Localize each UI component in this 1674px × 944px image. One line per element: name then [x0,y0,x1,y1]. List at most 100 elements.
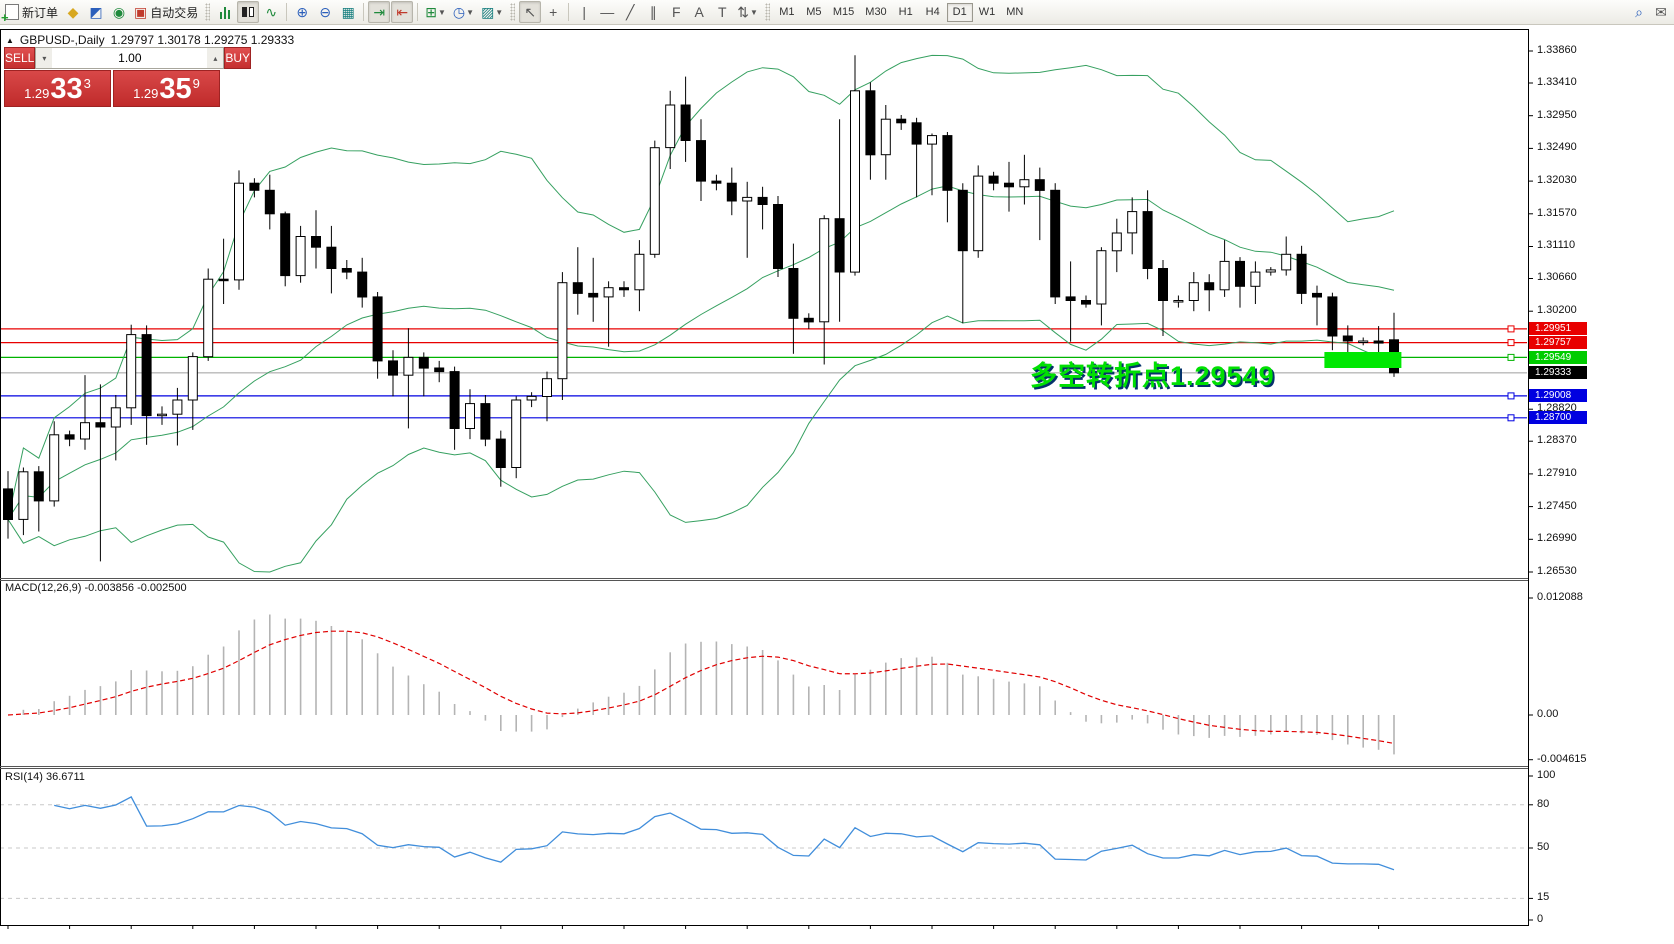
candle-body [449,371,460,430]
crosshair-button[interactable]: + [549,4,558,20]
chart-window[interactable]: ▲ GBPUSD-,Daily 1.29797 1.30178 1.29275 … [0,26,1674,944]
candle-body [187,356,198,401]
price-chart-canvas[interactable] [0,26,1674,944]
tab-timeframe-m15[interactable]: M15 [832,6,855,18]
highlight-rectangle[interactable] [1324,352,1402,368]
main-toolbar: 新订单 ◆ ◩ ◉ ▣ 自动交易 ∿ ⊕ ⊖ ▦ ⇥ ⇤ ⊞ ▼ ◷ ▼ [0,0,1674,25]
price-tick-label: 1.26530 [1537,565,1577,578]
volume-input[interactable] [52,48,208,68]
tile-windows-button[interactable]: ▦ [341,3,355,20]
chevron-down-icon: ▼ [466,7,475,17]
sell-price-button[interactable]: 1.29 33 3 [4,70,111,107]
hline-anchor[interactable] [1507,414,1515,422]
new-order-button[interactable]: 新订单 [1,1,61,25]
bollinger-middle-band[interactable] [7,185,1395,520]
line-chart-button[interactable]: ∿ [265,3,278,20]
buy-price-button[interactable]: 1.29 35 9 [113,70,220,107]
candle-body [388,360,398,376]
candle-body [988,175,999,184]
macd-pane[interactable] [7,614,1395,755]
auto-scroll-button[interactable]: ⇥ [368,1,391,23]
indicators-icon: ⊞ [425,3,437,20]
candle-body [1173,300,1184,303]
bar-chart-icon [220,5,231,19]
chart-shift-button[interactable]: ⇤ [391,1,414,23]
price-tick-label: 1.32490 [1537,141,1577,154]
candle-body [788,268,799,319]
price-badge: 1.29333 [1529,366,1587,380]
candle-body [33,471,44,502]
text-button[interactable]: A [694,4,704,20]
indicators-button[interactable]: ⊞ ▼ [422,1,449,23]
autotrade-label: 自动交易 [150,5,199,20]
chart-annotation-text[interactable]: 多空转折点1.29549 [1030,361,1275,391]
buy-button[interactable]: BUY [224,47,252,69]
candle-body [249,182,260,191]
candle-body [603,287,614,298]
text-label-button[interactable]: T [717,4,727,20]
arrows-button[interactable]: ⇅ ▼ [734,1,761,23]
chart-title: ▲ GBPUSD-,Daily 1.29797 1.30178 1.29275 … [6,33,294,47]
toolbar-grip [764,3,770,21]
candle-body [1296,253,1307,294]
rsi-pane[interactable] [0,796,1528,899]
candle-body [95,422,106,428]
tab-timeframe-h4[interactable]: H4 [925,6,940,18]
candle-body [403,356,414,376]
candlestick-chart-button[interactable] [237,1,260,23]
hline-anchor[interactable] [1507,325,1515,333]
channel-button[interactable]: ∥ [649,3,657,20]
price-badge: 1.29549 [1529,350,1587,364]
candle-body [1034,179,1045,191]
collapse-triangle-icon[interactable]: ▲ [6,35,14,45]
profiles-icon[interactable]: ◩ [89,3,103,20]
zoom-out-button[interactable]: ⊖ [319,3,332,20]
templates-button[interactable]: ▨ ▼ [478,1,506,23]
tab-timeframe-w1[interactable]: W1 [978,6,996,18]
price-tick-label: 1.30200 [1537,304,1577,317]
candle-body [1019,179,1030,188]
fibonacci-button[interactable]: F [671,4,681,20]
tab-timeframe-m30[interactable]: M30 [865,6,887,18]
candle-body [649,147,660,255]
eraser-icon[interactable]: ◆ [67,3,79,20]
tab-timeframe-mn[interactable]: MN [1006,6,1024,18]
main-price-pane[interactable] [0,54,1528,573]
candle-body [957,189,968,252]
tab-timeframe-m5[interactable]: M5 [806,6,822,18]
candle-body [495,438,506,469]
signal-icon[interactable]: ◉ [112,3,126,20]
candle-body [803,317,814,323]
macd-indicator-label: MACD(12,26,9) -0.003856 -0.002500 [5,582,187,594]
trendline-button[interactable]: ╱ [626,3,635,20]
cursor-button[interactable]: ↖ [519,1,542,23]
hline-anchor[interactable] [1507,353,1515,361]
hline-anchor[interactable] [1507,339,1515,347]
zoom-in-button[interactable]: ⊕ [296,3,309,20]
bar-chart-button[interactable] [214,1,236,23]
candle-body [526,395,537,401]
tab-timeframe-m1[interactable]: M1 [779,6,795,18]
candle-body [1127,211,1138,234]
search-icon[interactable]: ⌕ [1635,3,1643,20]
tab-timeframe-h1[interactable]: H1 [898,6,913,18]
candle-body [850,90,860,273]
candle-body [588,292,599,298]
volume-decrease-button[interactable]: ▾ [36,48,53,68]
vertical-line-button[interactable]: | [582,4,587,20]
volume-increase-button[interactable]: ▴ [207,48,224,68]
templates-icon: ▨ [481,3,495,20]
chat-icon[interactable]: ✉ [1655,3,1667,20]
periods-button[interactable]: ◷ ▼ [450,1,477,23]
candle-body [1158,268,1168,301]
tab-timeframe-d1[interactable]: D1 [946,2,973,22]
candle-body [634,253,645,291]
horizontal-line-button[interactable]: — [600,4,615,20]
chevron-down-icon: ▼ [438,7,446,17]
toolbar-separator [363,3,365,21]
hline-anchor[interactable] [1507,392,1515,400]
sell-button[interactable]: SELL [4,47,36,69]
autotrade-button[interactable]: ▣ 自动交易 [131,1,201,23]
candle-body [311,236,321,248]
